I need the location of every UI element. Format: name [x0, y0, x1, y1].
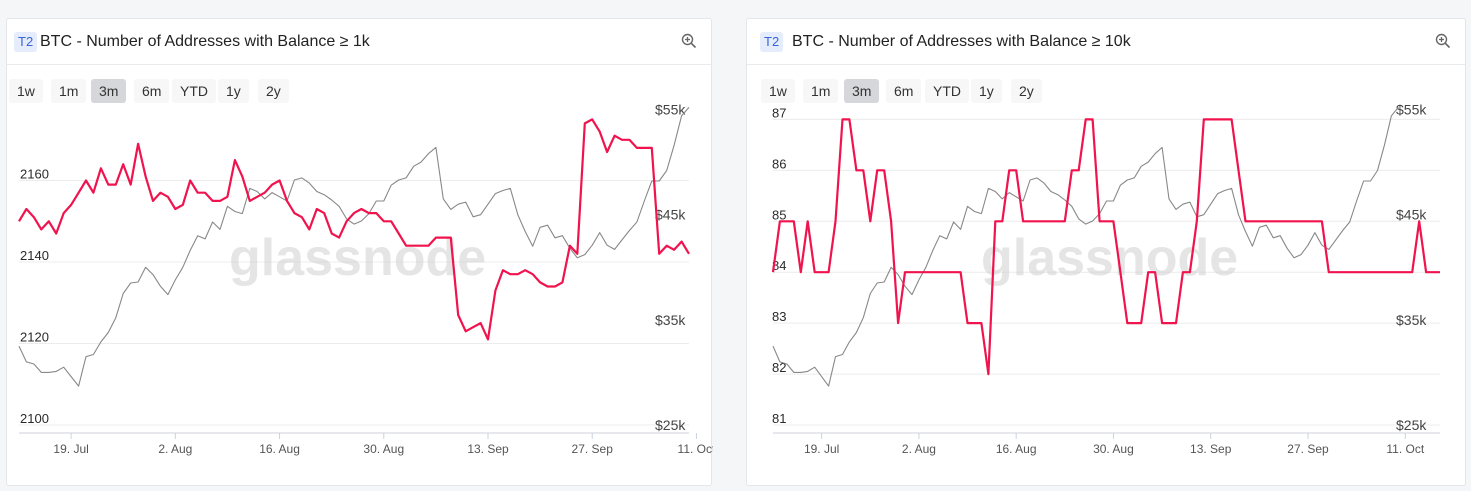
- range-button-ytd[interactable]: YTD: [172, 79, 216, 103]
- watermark: glassnode: [981, 229, 1238, 287]
- tier-badge: T2: [760, 32, 784, 52]
- range-button-6m[interactable]: 6m: [886, 79, 922, 103]
- y-tick-label: 81: [772, 411, 786, 426]
- range-button-1m[interactable]: 1m: [803, 79, 839, 103]
- y2-tick-label: $35k: [655, 312, 686, 328]
- y2-tick-label: $45k: [1396, 207, 1427, 223]
- x-tick-label: 13. Sep: [1190, 442, 1232, 456]
- x-tick-label: 27. Sep: [1287, 442, 1329, 456]
- x-tick-label: 2. Aug: [902, 442, 936, 456]
- range-button-1y[interactable]: 1y: [218, 79, 249, 103]
- tier-badge: T2: [14, 32, 38, 52]
- x-tick-label: 16. Aug: [996, 442, 1037, 456]
- y-tick-label: 83: [772, 309, 786, 324]
- line-chart: 2100 2120 2140 2160 $25k $35k $45k $55k 19. Jul 2…: [18, 102, 713, 456]
- line-chart: 81 82 83 84 85 86 87 $25k $35k $45k $55k 19. Jul 2. …: [771, 102, 1440, 456]
- chart-card-1k: T2 BTC - Number of Addresses with Balanc…: [6, 18, 713, 486]
- x-tick-label: 11. Oct: [678, 442, 713, 456]
- x-tick-label: 13. Sep: [467, 442, 509, 456]
- y2-tick-label: $35k: [1396, 312, 1427, 328]
- y2-tick-label: $25k: [1396, 417, 1427, 433]
- y-tick-label: 87: [772, 105, 786, 120]
- range-button-1y[interactable]: 1y: [971, 79, 1002, 103]
- range-button-1w[interactable]: 1w: [761, 79, 795, 103]
- range-button-1w[interactable]: 1w: [9, 79, 43, 103]
- x-tick-label: 11. Oct: [1386, 442, 1424, 456]
- range-button-2y[interactable]: 2y: [258, 79, 289, 103]
- y2-tick-label: $55k: [1396, 102, 1427, 118]
- x-tick-label: 30. Aug: [363, 442, 404, 456]
- btc-price-series-line: [772, 107, 1399, 387]
- range-button-1m[interactable]: 1m: [51, 79, 87, 103]
- range-button-ytd[interactable]: YTD: [925, 79, 969, 103]
- card-header: T2 BTC - Number of Addresses with Balanc…: [747, 19, 1465, 65]
- y-tick-label: 84: [772, 258, 786, 273]
- btc-price-series-line: [18, 107, 690, 387]
- y-tick-label: 82: [772, 360, 786, 375]
- y-tick-label: 85: [772, 207, 786, 222]
- x-tick-label: 2. Aug: [158, 442, 192, 456]
- range-button-3m[interactable]: 3m: [91, 79, 127, 103]
- x-tick-label: 16. Aug: [259, 442, 300, 456]
- y2-tick-label: $45k: [655, 207, 686, 223]
- range-button-3m[interactable]: 3m: [844, 79, 880, 103]
- chart-title: BTC - Number of Addresses with Balance ≥…: [792, 33, 1131, 50]
- y2-tick-label: $55k: [655, 102, 686, 118]
- y-tick-label: 2160: [20, 167, 49, 182]
- range-button-6m[interactable]: 6m: [134, 79, 170, 103]
- x-tick-label: 19. Jul: [53, 442, 88, 456]
- y-tick-label: 86: [772, 156, 786, 171]
- card-header: T2 BTC - Number of Addresses with Balanc…: [7, 19, 711, 65]
- address-count-series-line: [771, 118, 1440, 376]
- address-count-series-line: [18, 118, 690, 341]
- y2-tick-label: $25k: [655, 417, 686, 433]
- y-tick-label: 2100: [20, 411, 49, 426]
- x-tick-label: 27. Sep: [572, 442, 614, 456]
- chart-card-10k: T2 BTC - Number of Addresses with Balanc…: [746, 18, 1466, 486]
- zoom-in-icon[interactable]: [1435, 33, 1451, 49]
- y-tick-label: 2120: [20, 330, 49, 345]
- zoom-in-icon[interactable]: [681, 33, 697, 49]
- y-tick-label: 2140: [20, 248, 49, 263]
- x-tick-label: 19. Jul: [804, 442, 839, 456]
- x-tick-label: 30. Aug: [1093, 442, 1134, 456]
- range-button-2y[interactable]: 2y: [1011, 79, 1042, 103]
- chart-title: BTC - Number of Addresses with Balance ≥…: [40, 33, 370, 50]
